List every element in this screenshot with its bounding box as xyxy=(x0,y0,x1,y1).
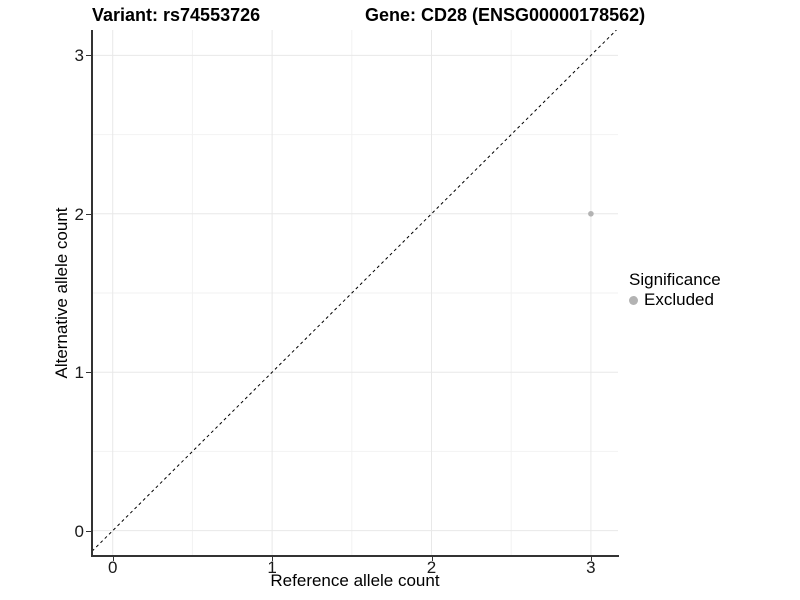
x-tick-label: 3 xyxy=(586,558,596,577)
y-tick-mark xyxy=(86,530,91,532)
identity-line xyxy=(92,30,617,552)
y-tick-mark xyxy=(86,372,91,374)
legend-item-label: Excluded xyxy=(644,290,714,309)
x-axis-title: Reference allele count xyxy=(270,571,440,590)
x-tick-label: 0 xyxy=(107,558,118,577)
legend-title: Significance xyxy=(629,270,721,289)
x-tick-label: 2 xyxy=(426,558,437,577)
x-tick-label: 1 xyxy=(267,558,277,577)
plot-panel xyxy=(92,30,618,556)
excluded-point-icon xyxy=(629,295,638,305)
y-tick-mark xyxy=(86,213,91,215)
y-axis-line xyxy=(91,30,93,557)
y-tick-label: 1 xyxy=(74,363,84,383)
x-tick-mark xyxy=(431,556,433,561)
y-tick-label: 0 xyxy=(74,521,84,541)
chart-canvas xyxy=(92,30,618,556)
x-tick-mark xyxy=(112,556,114,561)
legend: Significance Excluded xyxy=(629,270,721,310)
y-tick-mark xyxy=(86,55,91,57)
x-axis-line xyxy=(91,555,619,557)
legend-item-excluded: Excluded xyxy=(629,290,721,310)
data-point xyxy=(588,210,594,217)
y-axis-title: Alternative allele count xyxy=(52,207,71,379)
variant-title: Variant: rs74553726 xyxy=(92,5,261,25)
x-tick-mark xyxy=(590,556,592,561)
x-tick-mark xyxy=(272,556,274,561)
gene-title: Gene: CD28 (ENSG00000178562) xyxy=(365,5,646,25)
y-tick-label: 3 xyxy=(74,46,84,66)
y-tick-label: 2 xyxy=(74,204,84,224)
